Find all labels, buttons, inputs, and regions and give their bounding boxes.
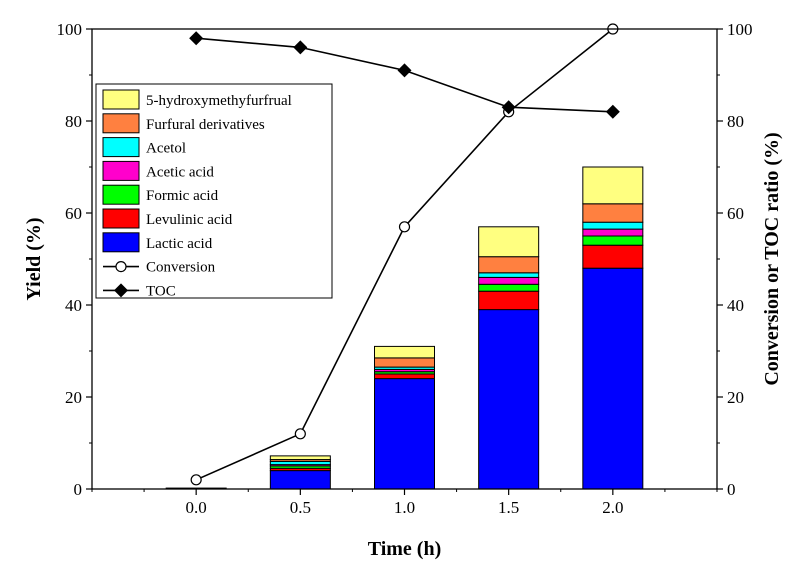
legend-swatch: [102, 208, 140, 229]
data-point: [293, 40, 308, 55]
y-tick-label-right: 100: [727, 20, 753, 39]
y-tick-label-left: 100: [57, 20, 83, 39]
legend-swatch: [102, 113, 140, 134]
bar-segment: [582, 235, 644, 246]
bar-segment: [478, 309, 540, 490]
bar-segment: [478, 272, 540, 278]
bar-segment: [582, 244, 644, 269]
x-tick-label: 1.5: [498, 498, 519, 517]
bar-segment: [582, 267, 644, 490]
data-point: [189, 31, 204, 46]
bar-segment: [374, 345, 435, 359]
bar-segment: [582, 221, 644, 230]
legend-label: Levulinic acid: [146, 212, 233, 228]
legend-label: 5-hydroxymethyfurfrual: [146, 93, 292, 109]
data-point: [605, 104, 620, 119]
y-tick-label-left: 40: [65, 296, 82, 315]
data-point: [397, 63, 412, 78]
legend-marker: [115, 261, 127, 273]
bar-segment: [478, 276, 540, 285]
y-tick-label-left: 20: [65, 388, 82, 407]
bar-segment: [478, 226, 540, 258]
x-tick-label: 0.5: [290, 498, 311, 517]
bar-segment: [478, 283, 540, 292]
legend-label: Acetol: [146, 141, 186, 157]
bar-segment: [269, 455, 331, 461]
bar-segment: [374, 373, 435, 380]
bar-segment: [269, 470, 331, 490]
bar-segment: [478, 290, 540, 311]
x-tick-label: 0.0: [186, 498, 207, 517]
x-axis-title: Time (h): [368, 538, 442, 560]
bar-segment: [582, 166, 644, 205]
y-tick-label-left: 0: [74, 480, 83, 499]
data-point: [294, 428, 306, 440]
data-point: [398, 221, 411, 233]
data-point: [190, 474, 202, 486]
legend-swatch: [102, 137, 140, 158]
legend: 5-hydroxymethyfurfrual Furfural derivativ…: [95, 83, 333, 299]
y-tick-label-right: 40: [727, 296, 744, 315]
legend-marker: [114, 283, 128, 298]
legend-swatch: [102, 232, 140, 253]
y-tick-label-right: 60: [727, 204, 744, 223]
x-tick-label: 2.0: [602, 498, 623, 517]
y-tick-label-right: 20: [727, 388, 744, 407]
bar-segment: [374, 378, 435, 490]
x-tick-label: 1.0: [394, 498, 415, 517]
legend-label: TOC: [146, 283, 176, 299]
legend-label: Furfural derivatives: [146, 117, 265, 133]
legend-swatch: [102, 89, 140, 110]
y-tick-label-right: 80: [727, 112, 744, 131]
legend-label: Formic acid: [146, 188, 219, 204]
bar-segment: [582, 228, 644, 237]
y-axis-title-right: Conversion or TOC ratio (%): [761, 132, 783, 385]
bar-segment: [478, 256, 540, 274]
legend-label: Acetic acid: [146, 164, 214, 180]
y-tick-label-right: 0: [727, 480, 736, 499]
y-axis-title-left: Yield (%): [23, 217, 45, 300]
y-tick-label-left: 60: [65, 204, 82, 223]
axes-layer: 0.0 0.5 1.0 1.5 2.0 0 0 20 20 40 40 60 60 80 80 100 100: [57, 20, 753, 517]
legend-swatch: [102, 160, 140, 181]
bar-segment: [374, 357, 435, 368]
data-point: [501, 100, 516, 115]
bar-segment: [582, 203, 644, 223]
legend-label: Conversion: [146, 260, 216, 276]
bars-layer: [165, 166, 644, 490]
y-tick-label-left: 80: [65, 112, 82, 131]
legend-label: Lactic acid: [146, 236, 213, 252]
legend-swatch: [102, 184, 140, 205]
